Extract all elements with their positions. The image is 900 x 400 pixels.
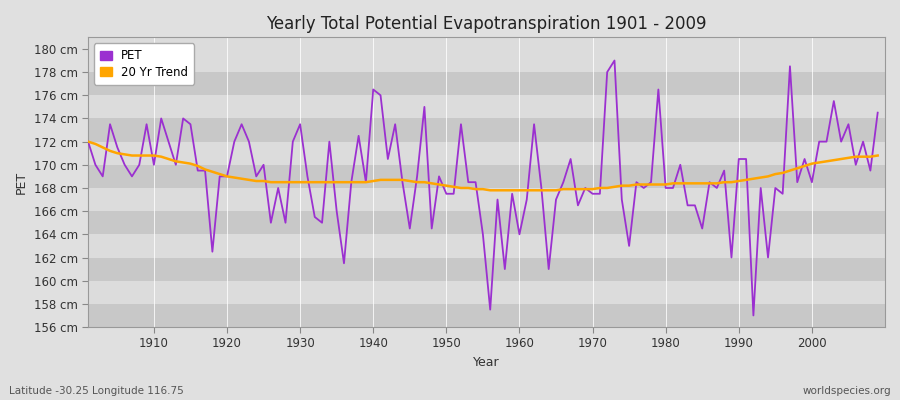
20 Yr Trend bbox=[485, 188, 496, 193]
PET bbox=[302, 174, 313, 179]
PET bbox=[609, 58, 620, 63]
Bar bbox=[88, 258, 885, 281]
20 Yr Trend bbox=[872, 153, 883, 158]
Text: Latitude -30.25 Longitude 116.75: Latitude -30.25 Longitude 116.75 bbox=[9, 386, 184, 396]
PET bbox=[514, 232, 525, 237]
X-axis label: Year: Year bbox=[473, 356, 500, 369]
20 Yr Trend bbox=[609, 184, 620, 189]
Line: PET: PET bbox=[88, 60, 878, 316]
Bar bbox=[88, 118, 885, 142]
Bar bbox=[88, 304, 885, 327]
Bar bbox=[88, 211, 885, 234]
Bar bbox=[88, 234, 885, 258]
20 Yr Trend bbox=[83, 139, 94, 144]
PET bbox=[507, 191, 517, 196]
Bar bbox=[88, 281, 885, 304]
PET bbox=[346, 180, 356, 184]
PET bbox=[748, 313, 759, 318]
PET bbox=[872, 110, 883, 115]
20 Yr Trend bbox=[141, 153, 152, 158]
Y-axis label: PET: PET bbox=[15, 171, 28, 194]
Bar bbox=[88, 95, 885, 118]
PET bbox=[83, 139, 94, 144]
Title: Yearly Total Potential Evapotranspiration 1901 - 2009: Yearly Total Potential Evapotranspiratio… bbox=[266, 15, 706, 33]
Bar bbox=[88, 72, 885, 95]
20 Yr Trend bbox=[514, 188, 525, 193]
Bar bbox=[88, 49, 885, 72]
20 Yr Trend bbox=[346, 180, 356, 184]
Line: 20 Yr Trend: 20 Yr Trend bbox=[88, 142, 878, 190]
20 Yr Trend bbox=[302, 180, 313, 184]
PET bbox=[602, 70, 613, 74]
PET bbox=[141, 122, 152, 127]
Bar bbox=[88, 142, 885, 165]
20 Yr Trend bbox=[521, 188, 532, 193]
Bar bbox=[88, 165, 885, 188]
Legend: PET, 20 Yr Trend: PET, 20 Yr Trend bbox=[94, 43, 194, 84]
Bar bbox=[88, 188, 885, 211]
Text: worldspecies.org: worldspecies.org bbox=[803, 386, 891, 396]
